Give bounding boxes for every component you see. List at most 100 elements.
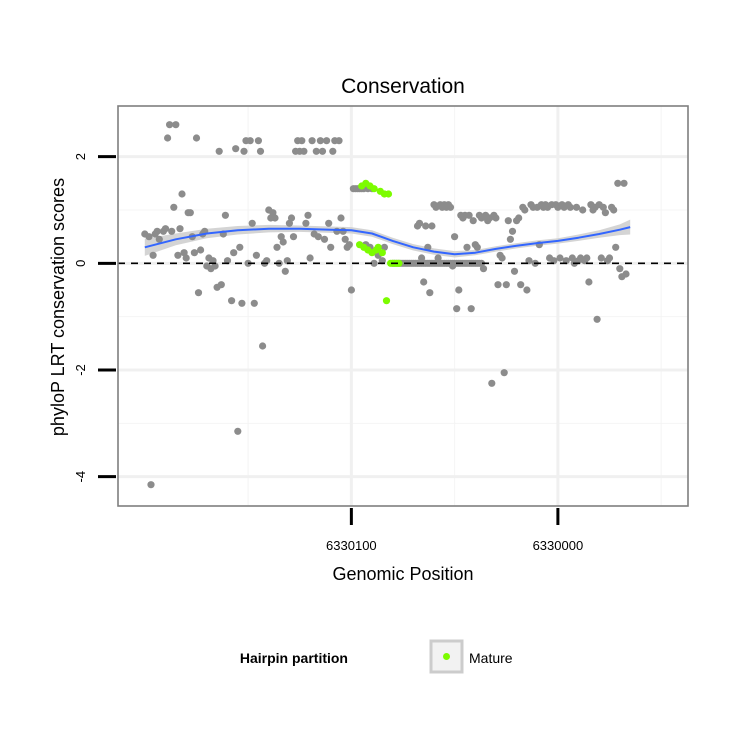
point-other <box>562 257 570 265</box>
point-other <box>174 251 182 259</box>
point-other <box>246 137 254 145</box>
smooth-line <box>144 226 631 256</box>
x-tick-label: 6330000 <box>533 538 584 553</box>
point-other <box>492 214 500 222</box>
point-other <box>593 315 601 323</box>
point-other <box>566 203 574 211</box>
plot-border <box>117 105 689 507</box>
point-other <box>525 257 533 265</box>
point-other <box>605 254 614 262</box>
point-other <box>304 211 312 219</box>
y-tick-label: -4 <box>73 471 88 483</box>
legend-key-mature <box>443 653 450 660</box>
point-other <box>166 121 174 129</box>
point-other <box>314 233 322 241</box>
point-other <box>192 134 201 142</box>
point-other <box>418 254 426 262</box>
point-other <box>341 235 349 243</box>
point-other <box>323 137 331 145</box>
point-other <box>572 203 581 211</box>
point-other <box>281 267 289 275</box>
point-other <box>339 227 347 235</box>
point-other <box>197 246 205 254</box>
point-other <box>325 219 333 227</box>
point-mature <box>378 249 386 257</box>
point-other <box>337 214 345 222</box>
plot-panel <box>118 106 688 506</box>
x-axis-label: Genomic Position <box>332 564 473 584</box>
point-other <box>521 206 529 214</box>
point-other <box>320 235 329 243</box>
y-tick-label: -2 <box>73 364 88 376</box>
point-other <box>620 179 628 187</box>
point-other <box>248 219 256 227</box>
point-other <box>161 225 170 233</box>
point-other <box>583 254 591 262</box>
point-other <box>172 121 180 129</box>
point-other <box>550 257 558 265</box>
point-other <box>236 243 244 251</box>
point-other <box>597 254 605 262</box>
point-other <box>300 147 308 155</box>
point-other <box>479 265 488 273</box>
point-other <box>453 305 461 313</box>
point-other <box>279 238 287 246</box>
point-other <box>329 147 337 155</box>
point-other <box>517 281 525 289</box>
point-other <box>215 147 223 155</box>
legend-label-mature: Mature <box>469 650 513 666</box>
point-other <box>508 227 517 235</box>
point-other <box>579 206 587 214</box>
point-other <box>168 227 176 235</box>
x-tick-label: 6330100 <box>326 538 377 553</box>
point-other <box>302 219 310 227</box>
y-tick-label: 2 <box>73 153 88 160</box>
point-other <box>145 233 153 241</box>
point-other <box>585 278 593 286</box>
y-tick-label: 0 <box>73 260 88 267</box>
point-mature <box>382 297 391 305</box>
point-mature <box>395 259 403 267</box>
point-other <box>446 203 455 211</box>
point-other <box>477 259 486 267</box>
point-other <box>250 299 258 307</box>
chart-title: Conservation <box>341 75 465 98</box>
point-other <box>467 305 475 313</box>
point-other <box>370 259 378 267</box>
point-other <box>289 233 298 241</box>
point-other <box>612 243 620 251</box>
point-other <box>221 211 229 219</box>
point-other <box>415 219 424 227</box>
point-other <box>504 217 512 225</box>
point-other <box>469 217 477 225</box>
point-other <box>149 251 157 259</box>
point-other <box>232 145 240 153</box>
point-other <box>449 262 457 270</box>
point-other <box>500 369 508 377</box>
point-other <box>494 281 502 289</box>
point-other <box>178 190 186 198</box>
legend-title: Hairpin partition <box>240 650 348 666</box>
point-other <box>347 286 355 294</box>
point-other <box>256 147 265 155</box>
point-other <box>523 286 531 294</box>
point-other <box>176 225 184 233</box>
point-other <box>164 134 172 142</box>
point-other <box>420 278 428 286</box>
point-other <box>259 342 267 350</box>
point-other <box>502 281 510 289</box>
point-other <box>287 214 296 222</box>
point-mature <box>370 185 378 193</box>
point-other <box>488 379 496 387</box>
point-other <box>318 147 327 155</box>
point-other <box>434 254 442 262</box>
point-other <box>182 254 190 262</box>
point-other <box>234 427 242 435</box>
point-other <box>298 137 306 145</box>
point-other <box>465 211 473 219</box>
point-mature <box>384 190 393 198</box>
point-other <box>316 137 324 145</box>
point-other <box>451 233 459 241</box>
point-other <box>610 206 618 214</box>
point-other <box>228 297 236 305</box>
